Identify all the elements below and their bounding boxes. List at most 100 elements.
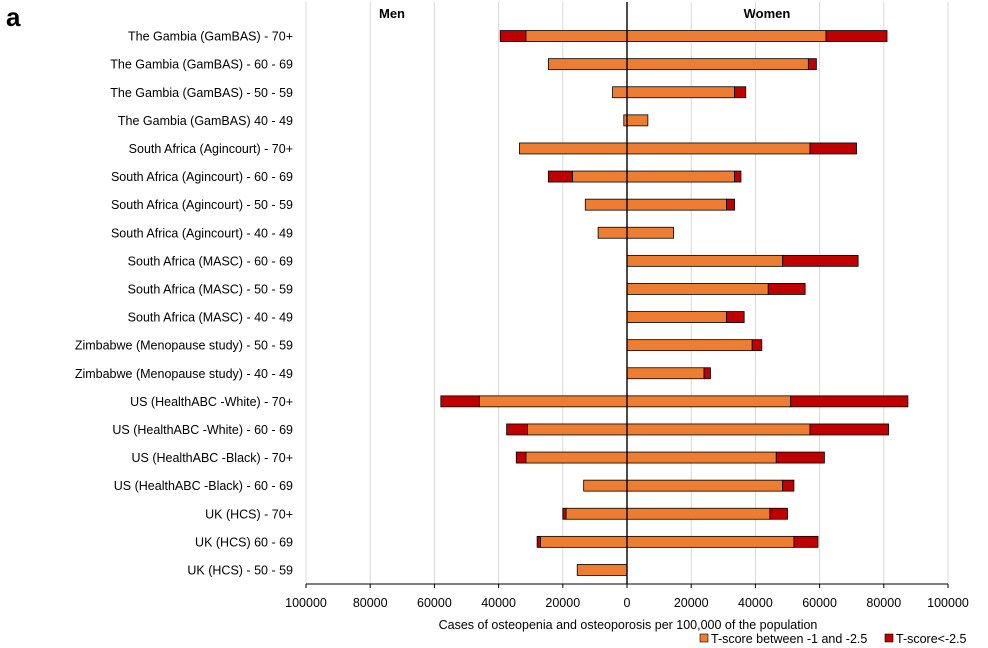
x-axis-label: Cases of osteopenia and osteoporosis per…	[439, 618, 818, 632]
bar-women-osteopenia	[626, 170, 735, 183]
x-tick-label: 60000	[417, 596, 452, 610]
bar-women-osteopenia	[626, 339, 753, 352]
bar-men-osteopenia	[478, 395, 628, 408]
bar-women-osteoporosis	[767, 283, 806, 295]
bar-men-osteoporosis	[547, 170, 573, 183]
legend: T-score between -1 and -2.5 T-score<-2.5	[699, 632, 967, 646]
bar-women-osteopenia	[626, 535, 795, 548]
bar-men-osteopenia	[612, 86, 628, 99]
bar-women-osteopenia	[626, 254, 784, 267]
bar-women-osteoporosis	[809, 423, 890, 436]
category-label: The Gambia (GamBAS) 40 - 49	[118, 114, 293, 128]
women-header: Women	[744, 6, 791, 21]
x-tick-label: 0	[624, 596, 631, 610]
bar-women-osteoporosis	[807, 58, 817, 71]
category-label: US (HealthABC -White) - 70+	[130, 395, 293, 409]
bar-women-osteoporosis	[734, 86, 747, 99]
bar-women-osteopenia	[626, 283, 769, 295]
legend-label-osteopenia: T-score between -1 and -2.5	[711, 632, 867, 646]
bar-men-osteopenia	[525, 451, 628, 464]
bar-women-osteopenia	[626, 507, 771, 520]
category-label: UK (HCS) 60 - 69	[195, 535, 293, 549]
panel-label: a	[6, 2, 21, 32]
bar-men-osteopenia	[525, 30, 628, 42]
bar-women-osteoporosis	[782, 254, 859, 267]
bar-men-osteopenia	[519, 142, 628, 155]
category-label: South Africa (Agincourt) - 70+	[129, 142, 293, 156]
bar-women-osteopenia	[626, 423, 811, 436]
bar-men-osteopenia	[527, 423, 628, 436]
category-label: South Africa (MASC) - 50 - 59	[128, 282, 293, 296]
x-axis: 100000 80000 60000 40000 20000 0 20000 40000 600…	[285, 583, 969, 610]
category-label: US (HealthABC -Black) - 70+	[131, 451, 293, 465]
bar-women-osteoporosis	[782, 479, 795, 492]
x-tick-label: 80000	[866, 596, 901, 610]
bar-women-osteopenia	[626, 479, 784, 492]
bar-men-osteopenia	[584, 198, 628, 211]
x-tick-label: 40000	[738, 596, 773, 610]
bar-men-osteopenia	[583, 479, 628, 492]
category-label: South Africa (Agincourt) - 40 - 49	[111, 226, 293, 240]
x-tick-label: 60000	[802, 596, 837, 610]
bar-men-osteoporosis	[536, 535, 541, 548]
bar-women-osteopenia	[626, 114, 649, 127]
bar-men-osteopenia	[597, 226, 628, 239]
men-header: Men	[379, 6, 405, 21]
x-tick-label: 80000	[353, 596, 388, 610]
legend-swatch-osteopenia	[699, 633, 709, 643]
category-labels: The Gambia (GamBAS) - 70+ The Gambia (Gam…	[75, 30, 293, 578]
bar-men-osteoporosis	[562, 507, 567, 520]
category-label: The Gambia (GamBAS) - 50 - 59	[110, 86, 293, 100]
bar-women-osteopenia	[626, 451, 777, 464]
category-label: The Gambia (GamBAS) - 60 - 69	[110, 58, 293, 72]
category-label: US (HealthABC -White) - 60 - 69	[112, 423, 293, 437]
x-tick-label: 20000	[674, 596, 709, 610]
x-tick-label: 100000	[927, 596, 969, 610]
bar-women-osteoporosis	[793, 535, 819, 548]
category-label: The Gambia (GamBAS) - 70+	[128, 30, 293, 44]
category-label: South Africa (MASC) - 60 - 69	[128, 254, 293, 268]
bar-women-osteoporosis	[769, 507, 788, 520]
bar-women-osteoporosis	[734, 170, 742, 183]
category-label: South Africa (MASC) - 40 - 49	[128, 311, 293, 325]
bar-women-osteoporosis	[790, 395, 909, 408]
bar-women-osteopenia	[626, 198, 727, 211]
legend-swatch-osteoporosis	[884, 633, 894, 643]
bar-men-osteopenia	[539, 535, 628, 548]
bar-men-osteoporosis	[440, 395, 480, 408]
bar-men-osteopenia	[547, 58, 628, 71]
legend-label-osteoporosis: T-score<-2.5	[896, 632, 967, 646]
bar-women-osteoporosis	[726, 311, 745, 323]
bar-men-osteopenia	[576, 564, 628, 576]
bar-women-osteoporosis	[703, 367, 711, 380]
bar-men-osteopenia	[565, 507, 628, 520]
category-label: UK (HCS) - 70+	[205, 507, 293, 521]
bar-women-osteoporosis	[751, 339, 763, 352]
category-label: Zimbabwe (Menopause study) - 50 - 59	[75, 339, 293, 353]
category-label: US (HealthABC -Black) - 60 - 69	[114, 479, 293, 493]
category-label: South Africa (Agincourt) - 50 - 59	[111, 198, 293, 212]
bar-women-osteopenia	[626, 58, 809, 71]
x-tick-label: 20000	[545, 596, 580, 610]
bar-men-osteoporosis	[506, 423, 528, 436]
bar-men-osteoporosis	[499, 30, 527, 42]
bars-group	[440, 2, 909, 584]
bar-women-osteoporosis	[726, 198, 735, 211]
x-tick-label: 100000	[285, 596, 327, 610]
category-label: UK (HCS) - 50 - 59	[187, 563, 293, 577]
category-label: Zimbabwe (Menopause study) - 40 - 49	[75, 367, 293, 381]
bar-women-osteopenia	[626, 367, 705, 380]
x-tick-label: 40000	[481, 596, 516, 610]
bar-women-osteopenia	[626, 226, 674, 239]
bar-women-osteopenia	[626, 86, 735, 99]
bar-women-osteopenia	[626, 395, 792, 408]
category-label: South Africa (Agincourt) - 60 - 69	[111, 170, 293, 184]
bar-men-osteoporosis	[515, 451, 527, 464]
bar-men-osteopenia	[572, 170, 628, 183]
bar-women-osteopenia	[626, 311, 727, 323]
bar-women-osteoporosis	[825, 30, 888, 42]
bar-women-osteoporosis	[775, 451, 825, 464]
bar-women-osteoporosis	[809, 142, 857, 155]
bar-women-osteopenia	[626, 142, 811, 155]
